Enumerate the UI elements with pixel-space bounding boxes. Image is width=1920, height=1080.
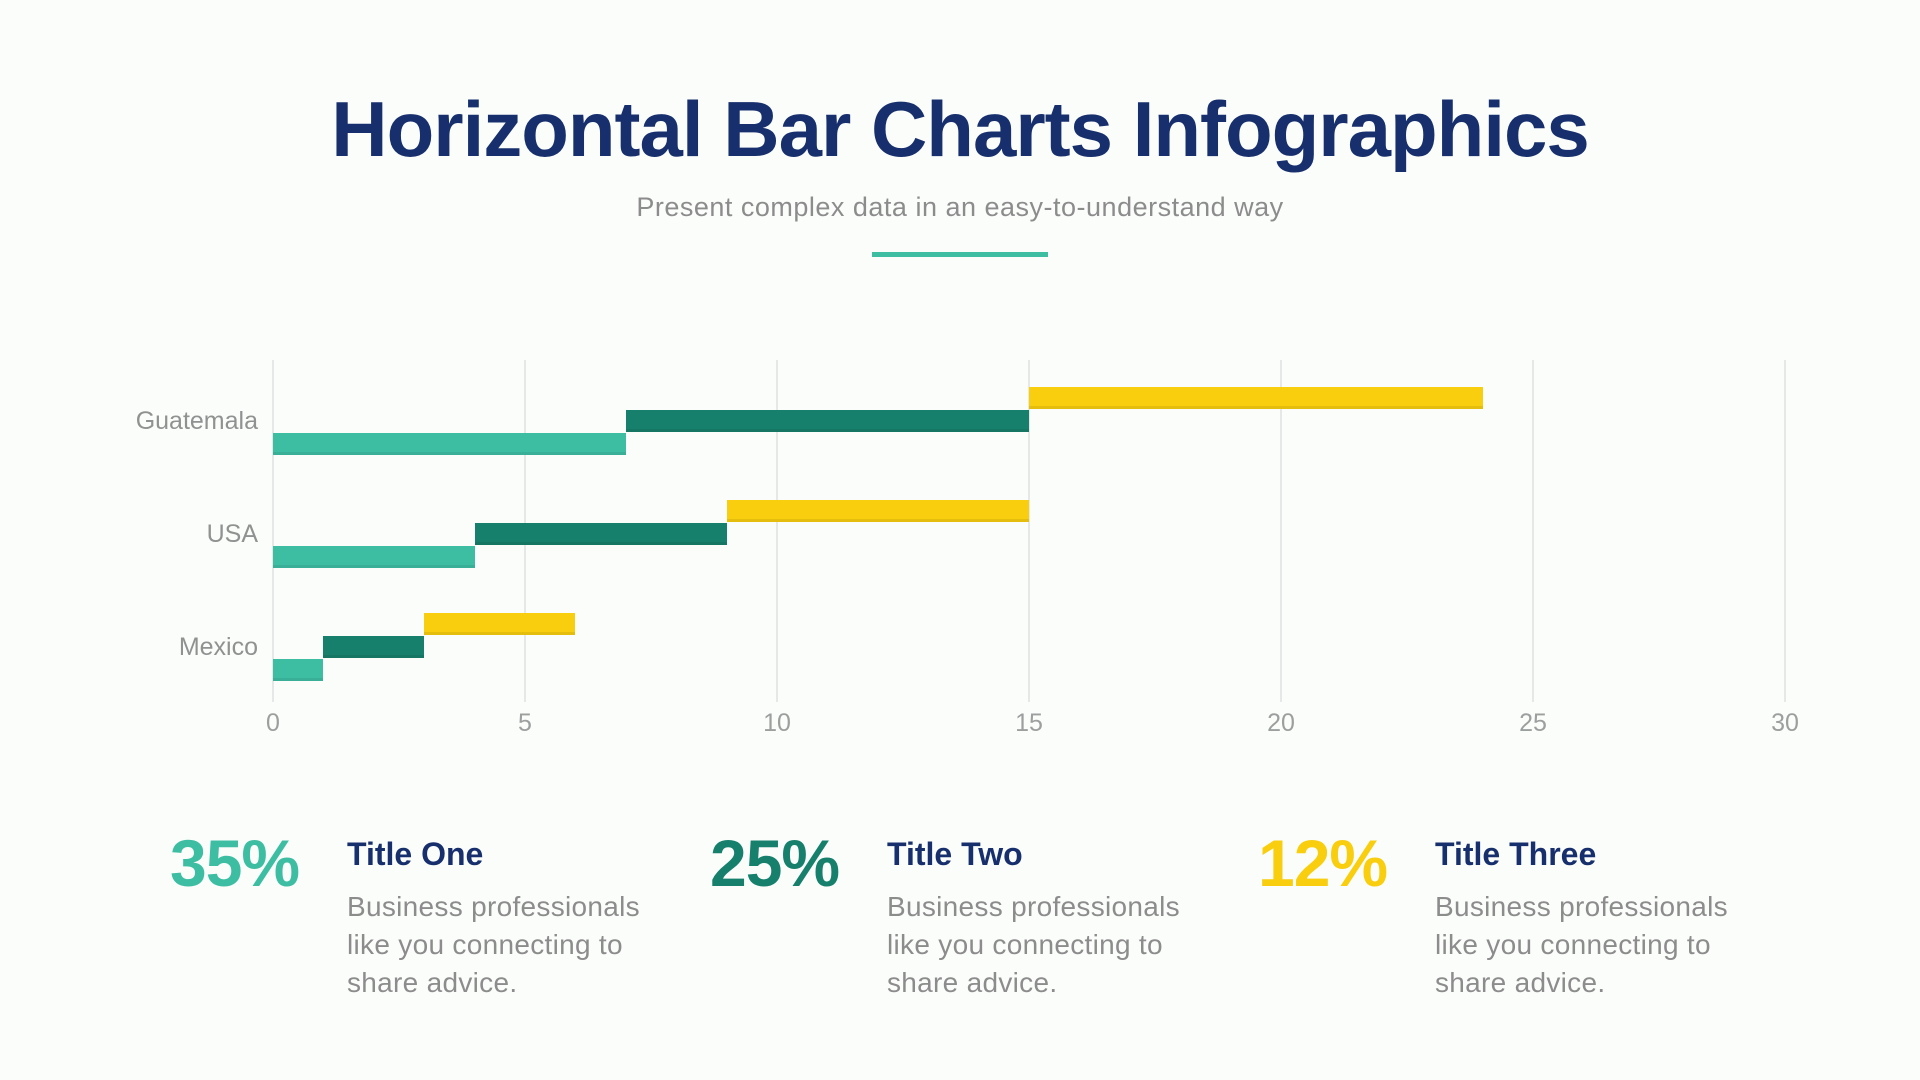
subtitle-divider (872, 252, 1048, 257)
bar-segment-segment-one (273, 546, 475, 568)
category-label: Mexico (178, 633, 258, 661)
stat-text: Title Three Business professionals like … (1435, 830, 1775, 1002)
bar-segment-segment-three (424, 613, 576, 635)
gridline (1784, 360, 1786, 702)
bar-segment-segment-one (273, 433, 626, 455)
stat-description: Business professionals like you connecti… (347, 891, 640, 998)
bar-segment-segment-two (323, 636, 425, 658)
gridline (1280, 360, 1282, 702)
category-label: USA (206, 520, 258, 548)
stat-block: 25% Title Two Business professionals lik… (710, 830, 1227, 1002)
stat-percent: 25% (710, 826, 840, 900)
page-title: Horizontal Bar Charts Infographics (331, 85, 1590, 173)
x-axis-tick-label: 10 (763, 709, 791, 737)
gridline (272, 360, 274, 702)
gridline (1028, 360, 1030, 702)
stat-block: 35% Title One Business professionals lik… (170, 830, 687, 1002)
stats-row: 35% Title One Business professionals lik… (0, 830, 1920, 1050)
bar-segment-segment-two (625, 410, 1029, 432)
x-axis-tick-label: 15 (1015, 709, 1043, 737)
stat-block: 12% Title Three Business professionals l… (1258, 830, 1775, 1002)
page-subtitle: Present complex data in an easy-to-under… (636, 192, 1284, 222)
x-axis-tick-label: 5 (518, 709, 532, 737)
stat-text: Title Two Business professionals like yo… (887, 830, 1227, 1002)
x-axis-tick-label: 0 (266, 709, 280, 737)
x-axis-tick-label: 20 (1267, 709, 1295, 737)
bar-segment-segment-one (273, 659, 324, 681)
bar-segment-segment-three (726, 500, 1029, 522)
x-axis-tick-label: 25 (1519, 709, 1547, 737)
stat-percent: 12% (1258, 826, 1388, 900)
stat-title: Title Two (887, 836, 1023, 872)
stat-text: Title One Business professionals like yo… (347, 830, 687, 1002)
stat-percent: 35% (170, 826, 300, 900)
gridline (1532, 360, 1534, 702)
x-axis-tick-label: 30 (1771, 709, 1799, 737)
stat-title: Title Three (1435, 836, 1597, 872)
gridline (776, 360, 778, 702)
stat-description: Business professionals like you connecti… (887, 891, 1180, 998)
bar-segment-segment-two (474, 523, 727, 545)
stat-description: Business professionals like you connecti… (1435, 891, 1728, 998)
stat-title: Title One (347, 836, 484, 872)
bar-segment-segment-three (1029, 387, 1483, 409)
category-label: Guatemala (135, 407, 258, 435)
